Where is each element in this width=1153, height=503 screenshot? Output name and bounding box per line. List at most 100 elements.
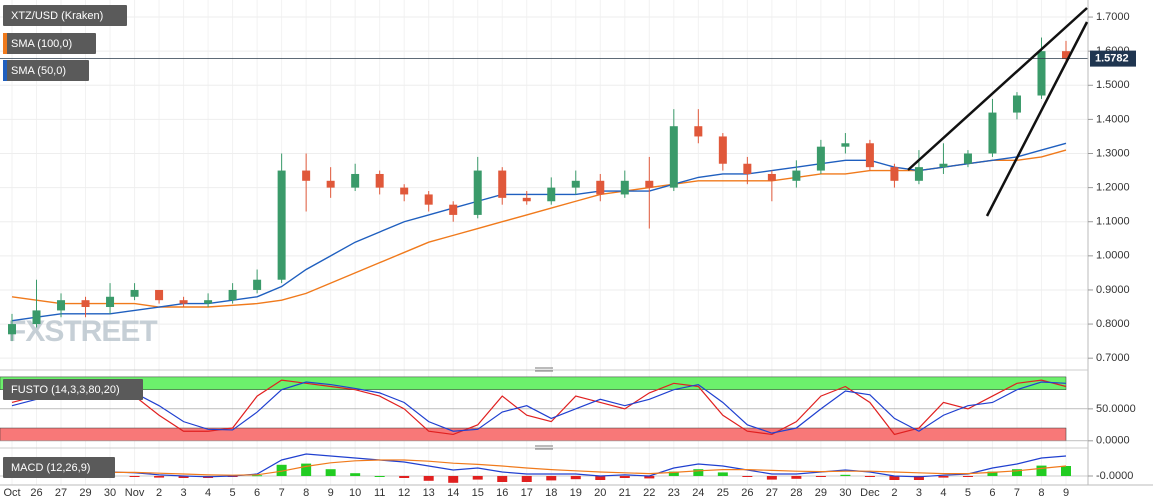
candle-body [8, 324, 16, 335]
candle-body [179, 300, 188, 304]
histogram-bar [448, 476, 459, 483]
candle-body [865, 143, 874, 168]
x-tick-label: 15 [472, 487, 484, 499]
histogram-bar [938, 476, 949, 478]
candle-body [547, 187, 556, 202]
legend-label: MACD (12,26,9) [11, 462, 90, 474]
candle-body [498, 170, 507, 198]
x-tick-label: 23 [668, 487, 680, 499]
candle-body [130, 289, 139, 297]
plot-layer: FXSTREET [0, 0, 1088, 485]
legend-box[interactable] [3, 33, 96, 54]
legend-swatch [3, 33, 7, 54]
band [0, 427, 1067, 442]
candle-body [596, 180, 605, 195]
last-price-box [1090, 50, 1136, 67]
x-tick-label: 8 [1038, 487, 1044, 499]
histogram-bar [570, 476, 581, 480]
x-tick-label: 26 [741, 487, 753, 499]
candle-body [890, 167, 899, 181]
histogram-bar [717, 472, 728, 476]
y-tick-label: 1.5000 [1096, 79, 1130, 91]
candle-body [816, 146, 825, 171]
indicator-line [11, 142, 1067, 322]
candle-body [32, 310, 41, 325]
candle-body [473, 170, 482, 215]
histogram-bar [962, 476, 973, 477]
candle-body [351, 173, 360, 188]
x-tick-label: 7 [1014, 487, 1020, 499]
histogram-bar [864, 476, 875, 477]
histogram-bar [374, 476, 385, 477]
candle-body [1037, 51, 1046, 96]
legend-box[interactable] [3, 60, 89, 81]
histogram-bar [472, 476, 483, 480]
panel-handle[interactable] [535, 445, 553, 450]
x-tick-label: 18 [545, 487, 557, 499]
x-tick-label: 28 [790, 487, 802, 499]
x-tick-label: Oct [3, 487, 20, 499]
x-tick-label: 6 [254, 487, 260, 499]
candle-body [400, 187, 409, 195]
x-tick-label: 5 [965, 487, 971, 499]
histogram-bar [546, 476, 557, 481]
x-tick-label: 30 [104, 487, 116, 499]
histogram-bar [840, 474, 851, 476]
panel-handle[interactable] [535, 367, 553, 372]
legend-box[interactable] [3, 379, 143, 400]
x-tick-label: 22 [643, 487, 655, 499]
histogram-bar [913, 476, 924, 480]
candle-body [1012, 95, 1021, 113]
x-tick-label: 25 [717, 487, 729, 499]
histogram-bar [619, 476, 630, 478]
legend-box[interactable] [3, 457, 115, 478]
legend-swatch [3, 60, 7, 81]
indicator-line [11, 453, 1067, 478]
x-tick-label: 5 [230, 487, 236, 499]
trend-line [985, 21, 1089, 217]
candle-body [253, 279, 262, 290]
y-tick-label: 0.0000 [1096, 435, 1130, 447]
y-tick-label: 1.4000 [1096, 113, 1130, 125]
y-tick-label: 1.0000 [1096, 250, 1130, 262]
candle-body [302, 170, 311, 181]
legend-label: SMA (50,0) [11, 65, 66, 77]
y-tick-label: 1.1000 [1096, 216, 1130, 228]
y-tick-label: 50.0000 [1096, 403, 1136, 415]
histogram-bar [129, 476, 140, 477]
histogram-bar [178, 476, 189, 478]
candle-body [57, 300, 66, 311]
candle-body [694, 126, 703, 137]
candle-body [767, 173, 776, 181]
x-tick-label: 27 [766, 487, 778, 499]
histogram-bar [276, 464, 287, 476]
candle-body [963, 153, 972, 164]
histogram-bar [350, 473, 361, 476]
candle-body [81, 300, 90, 308]
x-tick-label: 2 [891, 487, 897, 499]
histogram-bar [497, 476, 508, 482]
x-tick-label: 9 [328, 487, 334, 499]
x-tick-label: 2 [156, 487, 162, 499]
x-tick-label: 4 [205, 487, 211, 499]
band [0, 376, 1067, 390]
x-tick-label: Dec [860, 487, 880, 499]
candle-body [645, 180, 654, 188]
y-tick-label: 1.2000 [1096, 182, 1130, 194]
candle-body [424, 194, 433, 205]
legend-label: XTZ/USD (Kraken) [11, 10, 103, 22]
x-tick-label: 7 [279, 487, 285, 499]
x-tick-label: 17 [521, 487, 533, 499]
histogram-bar [693, 469, 704, 476]
candle-body [277, 170, 286, 280]
legend-box[interactable] [3, 5, 127, 26]
x-tick-label: 26 [30, 487, 42, 499]
histogram-bar [815, 476, 826, 477]
histogram-bar [1011, 469, 1022, 476]
candle-body [939, 163, 948, 168]
histogram-bar [301, 463, 312, 476]
x-tick-label: 16 [496, 487, 508, 499]
candle-body [571, 180, 580, 188]
x-tick-label: 11 [374, 487, 385, 499]
